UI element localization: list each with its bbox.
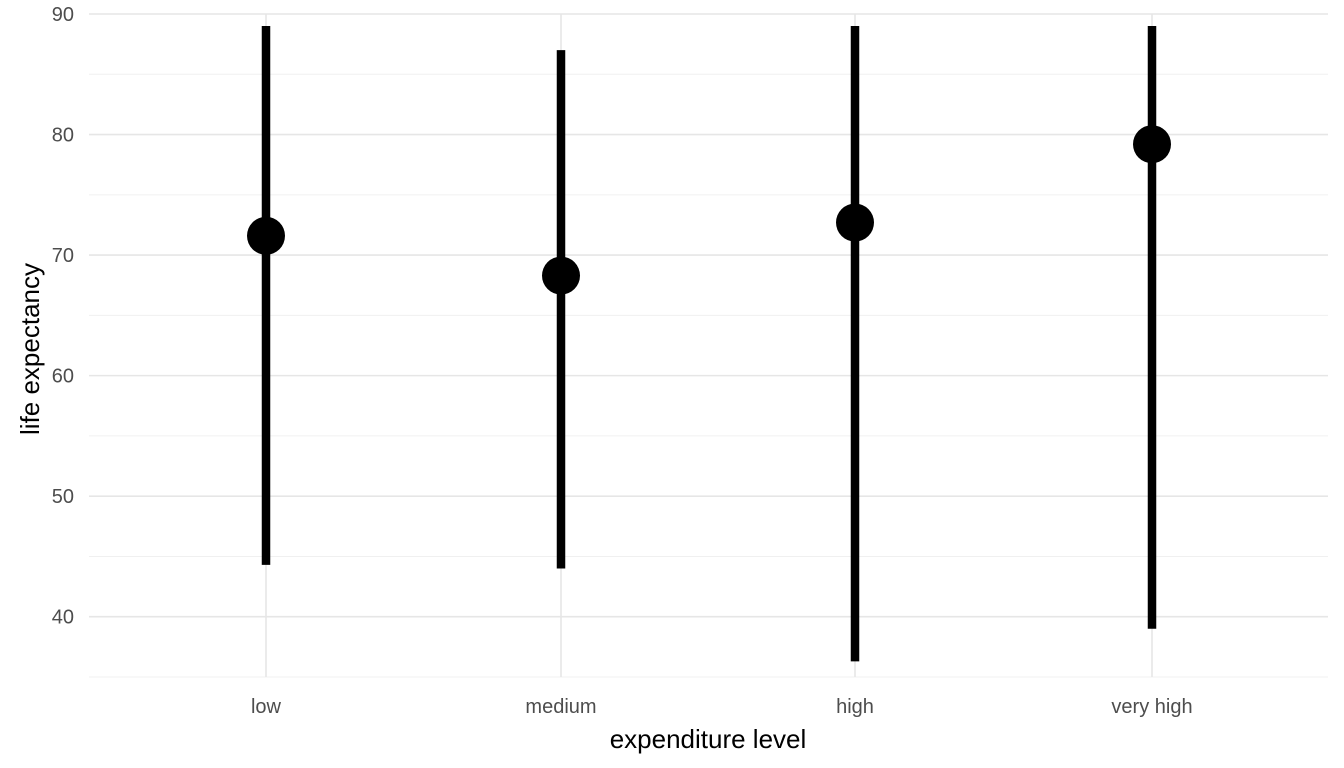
y-axis-ticks: 40 50 60 70 80 90: [52, 4, 74, 629]
data-marks: [247, 26, 1171, 662]
x-axis-title: expenditure level: [610, 724, 807, 754]
mean-point: [247, 216, 285, 255]
x-tick-label: very high: [1111, 696, 1192, 718]
x-tick-label: medium: [525, 696, 596, 718]
y-tick-label: 70: [52, 245, 74, 267]
x-tick-label: low: [251, 696, 282, 718]
grid: [89, 13, 1328, 678]
y-tick-label: 60: [52, 366, 74, 388]
y-axis-title: life expectancy: [15, 263, 45, 435]
y-tick-label: 50: [52, 486, 74, 508]
y-tick-label: 90: [52, 4, 74, 26]
x-tick-label: high: [836, 696, 874, 718]
mean-point: [1133, 125, 1171, 164]
y-tick-label: 80: [52, 125, 74, 147]
y-tick-label: 40: [52, 607, 74, 629]
mean-point: [542, 256, 580, 295]
x-axis-ticks: low medium high very high: [251, 696, 1193, 718]
mean-point: [836, 203, 874, 242]
